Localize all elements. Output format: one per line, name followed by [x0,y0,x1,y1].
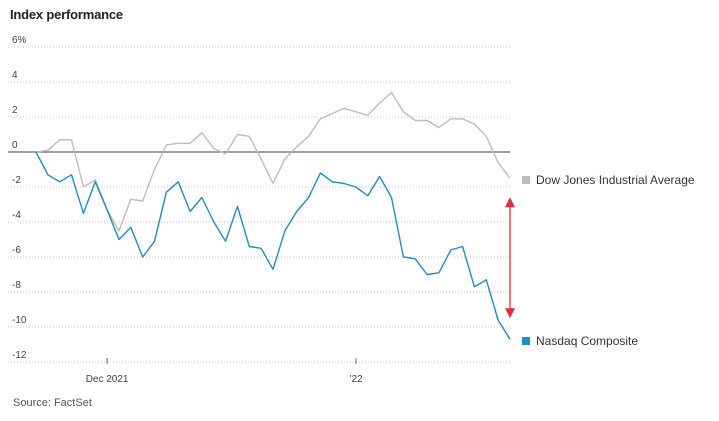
y-tick-label: 0 [12,140,18,151]
arrow-head-up [505,197,515,208]
y-tick-label: 4 [12,70,18,81]
x-tick-label: ’22 [349,374,363,385]
gridlines [8,46,510,363]
legend-label: Nasdaq Composite [536,334,638,348]
x-axis-ticks: Dec 2021 ’22 [86,358,363,385]
x-tick-label: Dec 2021 [86,374,129,385]
dow-jones-line [35,91,511,232]
y-tick-label: 6% [12,35,27,46]
legend-swatch [522,337,530,345]
series-lines [35,91,511,340]
y-tick-label: -8 [12,280,21,291]
y-tick-label: -10 [12,315,27,326]
legend: Dow Jones Industrial Average Nasdaq Compo… [522,173,695,348]
source-note: Source: FactSet [13,397,92,409]
difference-arrow [505,197,515,319]
chart-title: Index performance [10,7,123,22]
y-tick-label: -4 [12,210,21,221]
y-tick-label: 2 [12,105,18,116]
legend-swatch [522,176,530,184]
nasdaq-line [35,151,511,340]
y-tick-label: -12 [12,350,27,361]
y-axis-tick-labels: 6% 4 2 0 -2 -4 -6 -8 -10 -12 [12,35,27,361]
arrow-head-down [505,308,515,319]
legend-label: Dow Jones Industrial Average [536,173,695,187]
y-tick-label: -2 [12,175,21,186]
y-tick-label: -6 [12,245,21,256]
